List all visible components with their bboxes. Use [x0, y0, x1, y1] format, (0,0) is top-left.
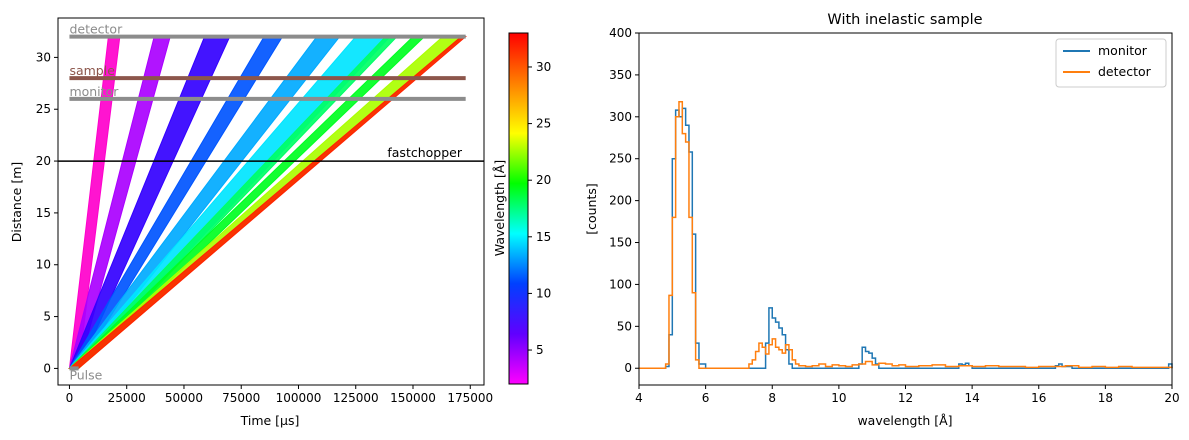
right-x-tick-label: 6 [702, 391, 710, 405]
left-x-tick-label: 0 [66, 391, 74, 405]
right-y-tick-label: 150 [609, 236, 632, 250]
colorbar-tick-label: 15 [536, 230, 551, 244]
component-line-pulse [69, 366, 79, 371]
right-x-tick-label: 14 [964, 391, 979, 405]
left-y-tick-label: 25 [36, 102, 51, 116]
right-y-tick-label: 200 [609, 194, 632, 208]
colorbar-tick-label: 20 [536, 173, 551, 187]
histogram-series [639, 100, 1173, 369]
component-label-detector: detector [69, 22, 123, 37]
series-detector [639, 100, 1173, 369]
right-chart-title: With inelastic sample [827, 12, 982, 28]
left-y-axis-label: Distance [m] [9, 162, 24, 243]
right-x-tick-label: 20 [1164, 391, 1179, 405]
right-x-tick-label: 8 [768, 391, 776, 405]
component-lines: Pulse fastchopper monitor sample detector [58, 22, 484, 382]
left-x-tick-label: 50000 [165, 391, 203, 405]
component-label-fastchopper: fastchopper [387, 145, 462, 160]
right-x-tick-label: 18 [1098, 391, 1113, 405]
right-y-tick-label: 300 [609, 110, 632, 124]
legend-label-monitor: monitor [1098, 43, 1148, 58]
time-distance-panel: Pulse fastchopper monitor sample detector 0 2… [9, 17, 493, 428]
legend: monitor detector [1055, 38, 1167, 88]
left-x-tick-label: 75000 [222, 391, 260, 405]
ray-bundles [68, 36, 468, 369]
colorbar-gradient [508, 32, 529, 385]
right-x-tick-label: 12 [898, 391, 913, 405]
component-label-pulse: Pulse [69, 367, 102, 382]
wavelength-histogram-panel: With inelastic sample 4 6 8 10 12 14 16 18 20 0 5… [584, 12, 1180, 428]
left-x-ticks: 0 25000 50000 75000 100000 125000 150000 175000 [66, 385, 493, 405]
series-monitor [639, 107, 1173, 369]
left-y-tick-label: 30 [36, 50, 51, 64]
colorbar-label: Wavelength [Å] [492, 160, 507, 256]
right-x-tick-label: 10 [831, 391, 846, 405]
right-y-tick-label: 350 [609, 68, 632, 82]
left-axes-frame [57, 17, 485, 386]
legend-label-detector: detector [1098, 64, 1152, 79]
left-y-tick-label: 10 [36, 258, 51, 272]
left-y-tick-label: 0 [43, 361, 51, 375]
right-y-tick-label: 0 [624, 361, 632, 375]
component-label-sample: sample [69, 63, 115, 78]
right-y-axis-label: [counts] [584, 183, 599, 235]
left-x-tick-label: 100000 [276, 391, 322, 405]
left-x-tick-label: 150000 [390, 391, 436, 405]
right-x-axis-label: wavelength [Å] [857, 413, 952, 428]
left-y-tick-label: 15 [36, 206, 51, 220]
component-label-monitor: monitor [69, 84, 119, 99]
colorbar: 5 10 15 20 25 30 Wavelength [Å] [492, 32, 551, 385]
right-y-tick-label: 100 [609, 277, 632, 291]
colorbar-tick-label: 30 [536, 60, 551, 74]
colorbar-tick-label: 25 [536, 117, 551, 131]
left-y-tick-label: 5 [43, 310, 51, 324]
colorbar-ticks: 5 10 15 20 25 30 [528, 60, 551, 357]
right-y-tick-label: 400 [609, 26, 632, 40]
left-x-tick-label: 125000 [333, 391, 379, 405]
right-y-ticks: 0 50 100 150 200 250 300 350 400 [609, 26, 639, 375]
left-y-ticks: 0 5 10 15 20 25 30 [36, 50, 58, 375]
right-y-tick-label: 250 [609, 152, 632, 166]
right-x-tick-label: 16 [1031, 391, 1046, 405]
right-x-ticks: 4 6 8 10 12 14 16 18 20 [635, 385, 1180, 405]
left-y-tick-label: 20 [36, 154, 51, 168]
left-x-tick-label: 25000 [108, 391, 146, 405]
right-x-tick-label: 4 [635, 391, 643, 405]
left-x-axis-label: Time [µs] [240, 413, 300, 428]
colorbar-tick-label: 10 [536, 286, 551, 300]
colorbar-tick-label: 5 [536, 343, 544, 357]
right-y-tick-label: 50 [617, 319, 632, 333]
left-x-tick-label: 175000 [447, 391, 493, 405]
